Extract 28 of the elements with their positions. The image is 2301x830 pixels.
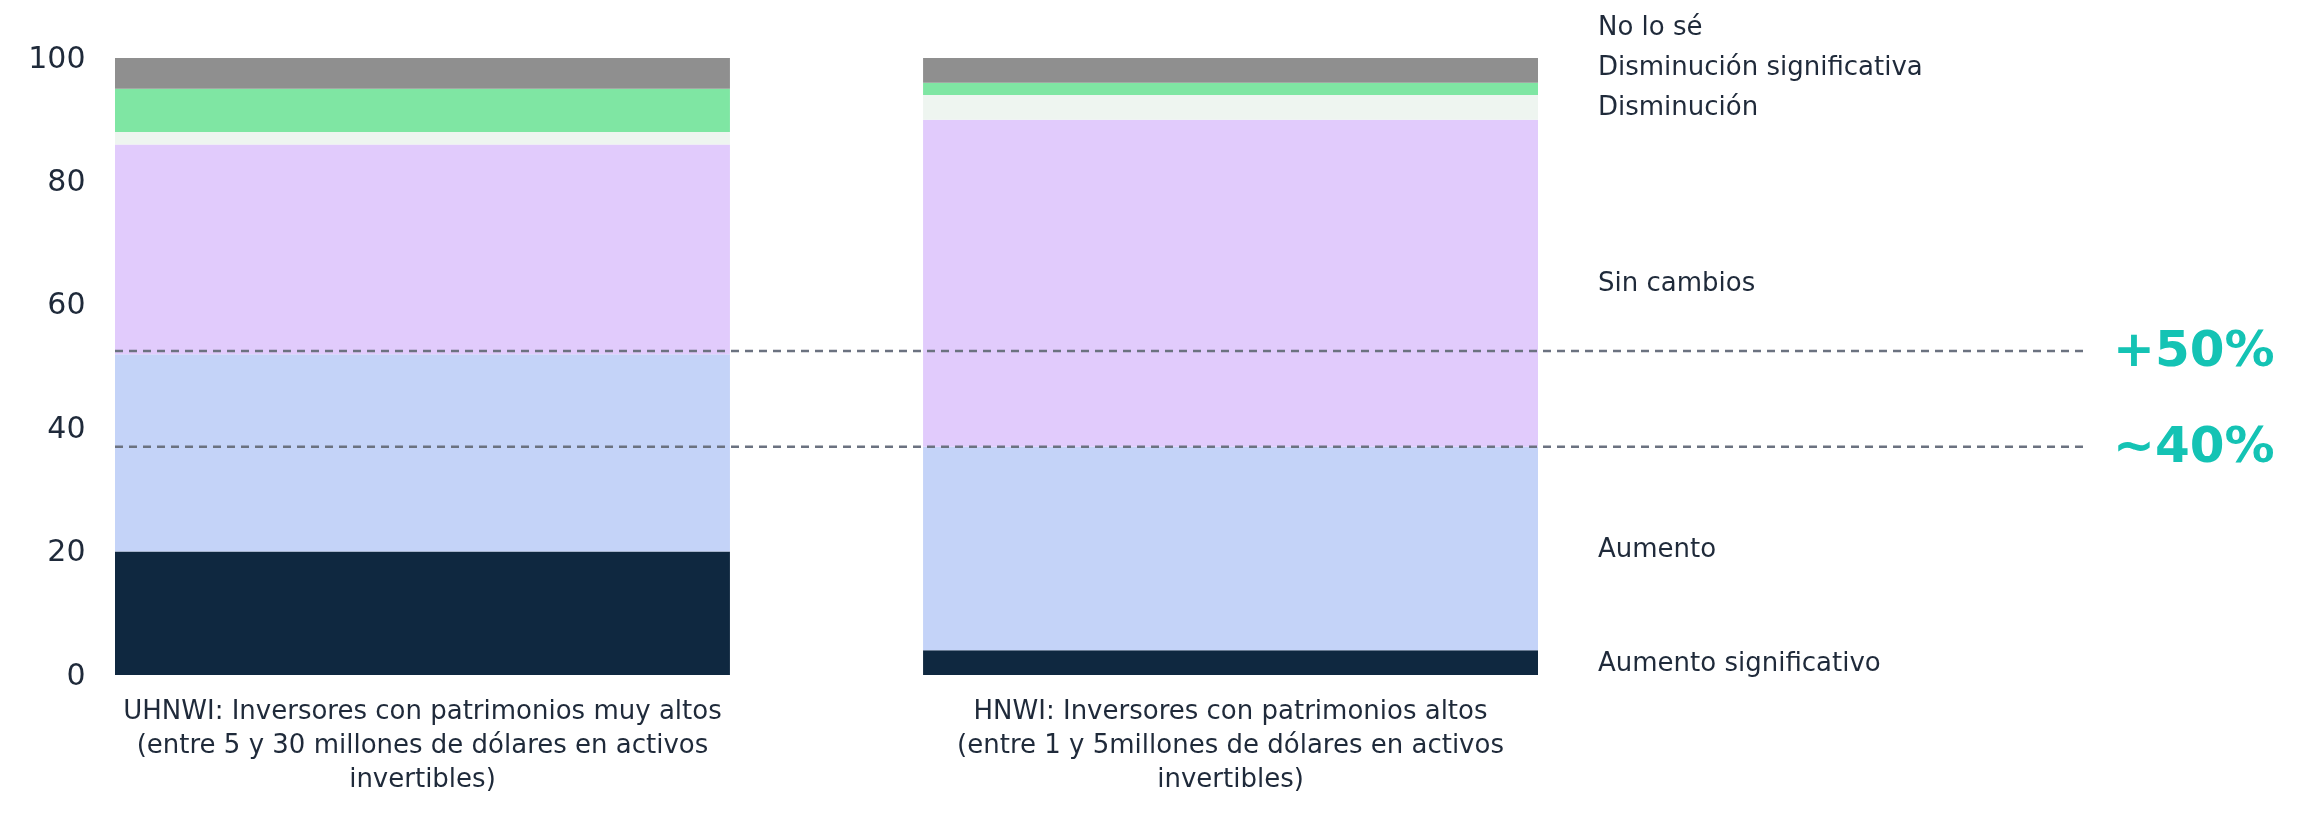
bar — [115, 88, 730, 133]
x-tick-label: HNWI: Inversores con patrimonios altos (entre 1 y 5millones de dólares en activos invertibles) — [957, 694, 1504, 793]
bar — [115, 551, 730, 675]
text: Aumento significativo — [1598, 646, 1881, 677]
bar — [115, 354, 730, 552]
bar — [923, 58, 1538, 83]
bar — [923, 650, 1538, 675]
y-tick-label: 20 — [47, 533, 86, 569]
y-tick-label: 80 — [47, 162, 86, 198]
bar — [115, 144, 730, 355]
text: Sin cambios — [1598, 267, 1756, 298]
text: Disminución — [1598, 91, 1759, 122]
bar — [923, 82, 1538, 96]
text: ~40% — [2113, 415, 2275, 474]
bar — [923, 95, 1538, 120]
bar — [115, 58, 730, 89]
y-tick-label: 100 — [28, 39, 86, 75]
x-tick-label: UHNWI: Inversores con patrimonios muy altos (entre 5 y 30 millones de dólares en activos invertibles) — [123, 694, 722, 793]
text: No lo sé — [1598, 11, 1703, 42]
y-tick-label: 0 — [66, 656, 86, 692]
y-tick-label: 40 — [47, 409, 86, 445]
bar — [115, 132, 730, 145]
bar — [923, 119, 1538, 447]
text: +50% — [2113, 320, 2275, 379]
y-tick-label: 60 — [47, 286, 86, 322]
text: Disminución significativa — [1598, 51, 1923, 82]
text: Aumento — [1598, 532, 1717, 563]
bar — [923, 446, 1538, 651]
